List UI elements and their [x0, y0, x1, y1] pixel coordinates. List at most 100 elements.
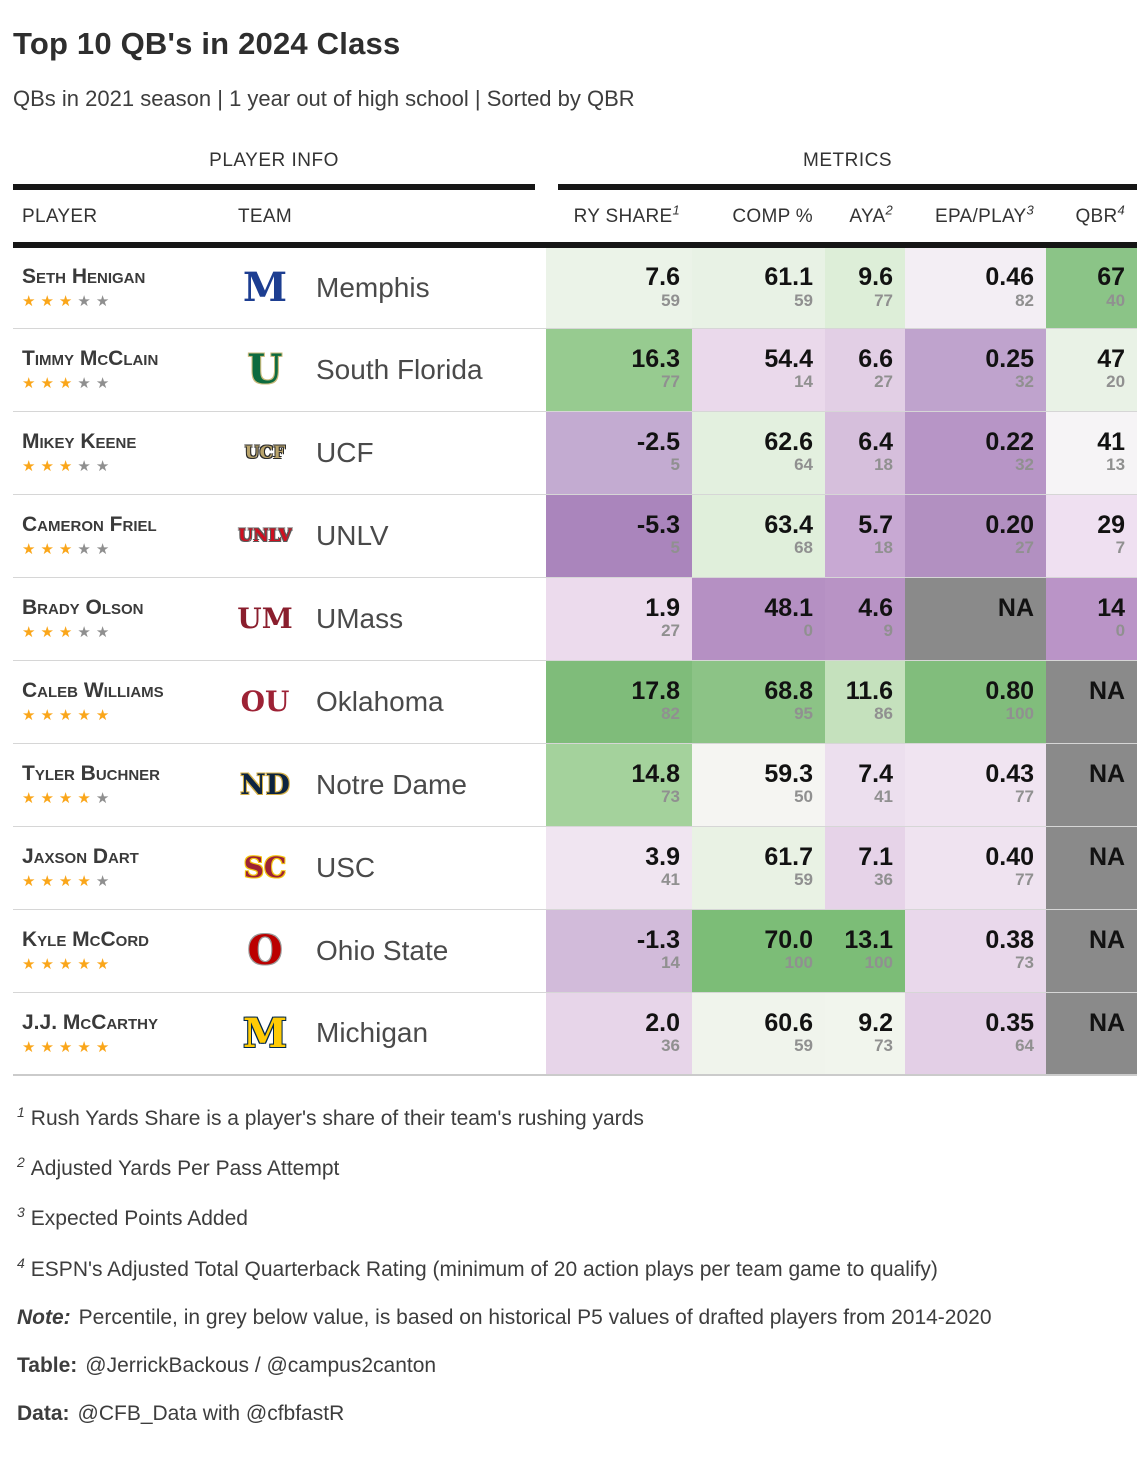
footnote-4: 4 ESPN's Adjusted Total Quarterback Ratin…: [17, 1255, 1135, 1282]
metric-value: 3.9: [645, 843, 681, 872]
star-icon: ★: [95, 790, 115, 808]
metric-percentile: 27: [1015, 538, 1035, 558]
footnote-text: ESPN's Adjusted Total Quarterback Rating…: [30, 1257, 938, 1281]
star-icon: ★: [58, 458, 78, 476]
spanner-cell-player-info: PLAYER INFO: [13, 140, 546, 190]
metric-cell-epa-play: 0.46 82: [905, 245, 1047, 328]
metric-percentile: 50: [794, 787, 814, 807]
footnote-text: Adjusted Yards Per Pass Attempt: [30, 1157, 340, 1181]
star-icon: ★: [95, 707, 115, 725]
metric-cell-qbr: NA: [1046, 908, 1138, 992]
metric-cell-comp-pct: 63.4 68: [692, 493, 826, 577]
metric-cell-qbr: 29 7: [1046, 493, 1138, 577]
table-row: Caleb Williams ★★★★★ OU Oklahoma 17.8 82 68.8 9…: [13, 659, 1138, 743]
metric-percentile: 100: [864, 953, 894, 973]
star-rating: ★★★★★: [22, 791, 231, 806]
star-icon: ★: [22, 293, 41, 311]
team-name: Ohio State: [316, 934, 449, 966]
player-cell: Kyle McCord ★★★★★: [13, 908, 232, 992]
note-text: Percentile, in grey below value, is base…: [78, 1305, 992, 1329]
metric-percentile: 64: [1015, 1036, 1035, 1056]
team-name: Michigan: [316, 1017, 429, 1049]
metric-percentile: 82: [1015, 290, 1035, 310]
metric-value: 14: [1097, 594, 1126, 623]
metric-value: -2.5: [636, 428, 681, 457]
metric-cell-ry-share: -5.3 5: [546, 493, 693, 577]
metric-value: NA: [1088, 843, 1126, 872]
metric-value: 0.80: [985, 677, 1035, 706]
metric-percentile: 41: [874, 787, 894, 807]
metric-percentile: 5: [670, 538, 681, 558]
star-icon: ★: [22, 790, 41, 808]
star-icon: ★: [77, 541, 96, 559]
player-cell: Timmy McClain ★★★★★: [13, 327, 232, 411]
table-credit-text: @JerrickBackous / @campus2canton: [85, 1353, 437, 1377]
metric-percentile: 32: [1015, 455, 1035, 475]
star-icon: ★: [40, 707, 59, 725]
metric-value: 59.3: [764, 760, 814, 789]
metric-value: 7.1: [858, 843, 894, 872]
metric-value: 61.1: [764, 263, 814, 292]
metric-value: 6.4: [858, 428, 894, 457]
metric-value: 47: [1097, 345, 1126, 374]
metric-value: 60.6: [764, 1008, 814, 1037]
team-logo-oklahoma-icon: OU: [240, 685, 290, 718]
metric-value: 7.4: [858, 760, 894, 789]
star-icon: ★: [22, 375, 41, 393]
metric-cell-qbr: NA: [1046, 991, 1138, 1076]
metric-value: 0.20: [985, 511, 1035, 540]
star-icon: ★: [95, 1038, 115, 1056]
metric-cell-epa-play: 0.22 32: [905, 410, 1047, 494]
metric-value: NA: [1088, 760, 1126, 789]
star-rating: ★★★★★: [22, 625, 231, 640]
star-icon: ★: [58, 707, 78, 725]
team-logo-notre-dame-icon: ND: [240, 768, 290, 801]
table-row: J.J. McCarthy ★★★★★ M Michigan 2.0 36 60.6 59 9.…: [13, 991, 1138, 1076]
metric-value: 0.22: [985, 428, 1035, 457]
star-icon: ★: [58, 790, 78, 808]
metric-percentile: 59: [794, 870, 814, 890]
column-header-comp-pct: COMP %: [692, 190, 826, 248]
metric-cell-qbr: 14 0: [1046, 576, 1138, 660]
metric-cell-ry-share: -1.3 14: [546, 908, 693, 992]
metric-percentile: 73: [874, 1036, 894, 1056]
table-row: Tyler Buchner ★★★★★ ND Notre Dame 14.8 73 59.3…: [13, 742, 1138, 826]
player-name: Brady Olson: [22, 595, 144, 619]
metric-percentile: 18: [874, 538, 894, 558]
player-name: Timmy McClain: [22, 346, 159, 370]
table-body: Seth Henigan ★★★★★ M Memphis 7.6 59 61.1 59 9.6 7…: [13, 245, 1138, 1076]
metric-percentile: 36: [874, 870, 894, 890]
team-name: Notre Dame: [316, 768, 467, 800]
metric-value: -5.3: [636, 511, 681, 540]
metric-cell-aya: 9.6 77: [825, 245, 906, 328]
metric-value: 0.40: [985, 843, 1035, 872]
metric-value: 1.9: [645, 594, 681, 623]
metric-percentile: 73: [1015, 953, 1035, 973]
star-icon: ★: [77, 293, 96, 311]
star-icon: ★: [40, 293, 59, 311]
metric-percentile: 7: [1115, 538, 1126, 558]
metric-percentile: 77: [1015, 787, 1035, 807]
metric-value: 48.1: [764, 594, 814, 623]
star-icon: ★: [95, 293, 115, 311]
star-icon: ★: [58, 293, 78, 311]
metric-cell-aya: 7.4 41: [825, 742, 906, 826]
player-name: Cameron Friel: [22, 512, 157, 536]
metric-percentile: 100: [1005, 704, 1035, 724]
table-row: Brady Olson ★★★★★ UM UMass 1.9 27 48.1 0 4.6 9 NA 1…: [13, 576, 1138, 660]
metric-cell-aya: 9.2 73: [825, 991, 906, 1076]
metric-value: 5.7: [858, 511, 894, 540]
spanner-metrics: METRICS: [558, 150, 1138, 190]
data-credit-line: Data: @CFB_Data with @cfbfastR: [17, 1401, 1135, 1426]
page-title: Top 10 QB's in 2024 Class: [13, 26, 401, 61]
star-icon: ★: [77, 624, 96, 642]
metric-percentile: 32: [1015, 372, 1035, 392]
metric-percentile: [1047, 1036, 1125, 1056]
metric-value: -1.3: [636, 926, 681, 955]
metric-value: 17.8: [631, 677, 681, 706]
metric-percentile: 77: [874, 290, 894, 310]
metric-cell-qbr: 41 13: [1046, 410, 1138, 494]
team-logo-memphis-icon: M: [242, 264, 288, 312]
metric-cell-ry-share: 14.8 73: [546, 742, 693, 826]
data-credit-label: Data:: [17, 1402, 70, 1426]
